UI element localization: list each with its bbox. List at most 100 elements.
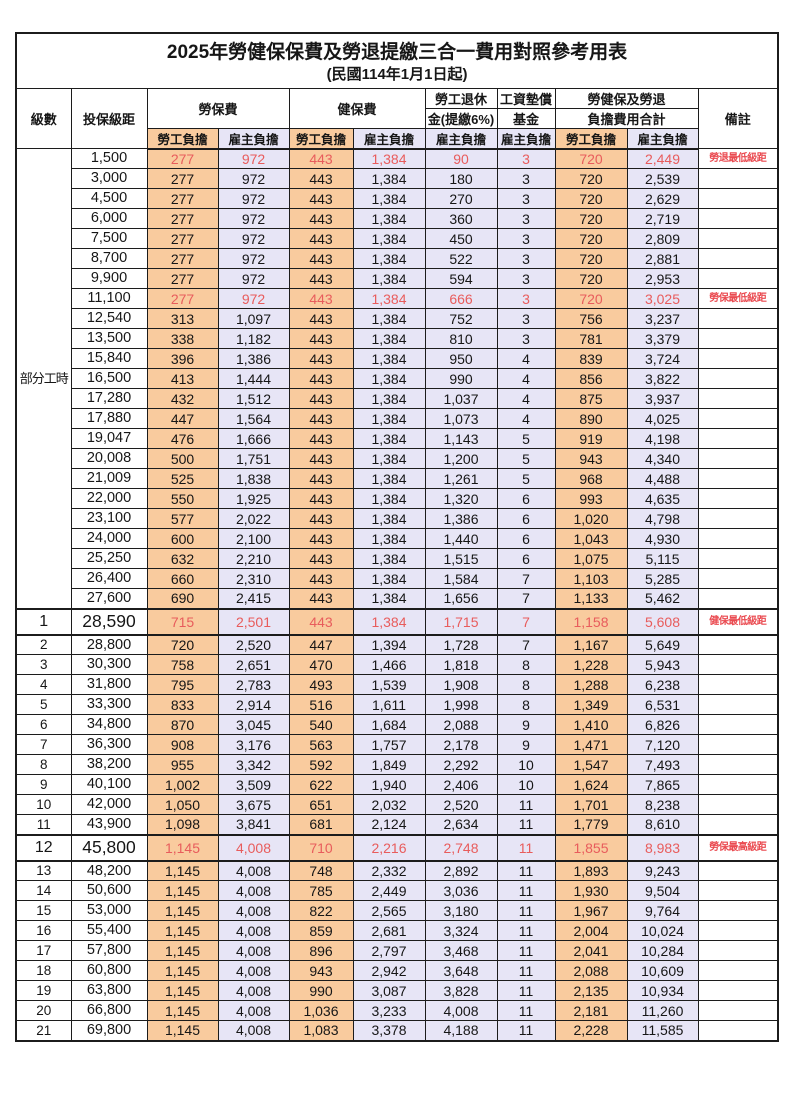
title-row: 2025年勞健保保費及勞退提繳三合一費用對照參考用表 (民國114年1月1日起) [15,32,779,89]
health-fee-employee-cell: 470 [288,654,354,675]
table-row: 21 69,800 1,145 4,008 1,083 3,378 4,188 … [15,1020,779,1041]
labor-fee-employee-cell: 277 [146,268,219,289]
remark-cell [697,328,779,349]
bracket-cell: 28,590 [70,607,148,636]
bracket-cell: 45,800 [70,833,148,862]
bracket-cell: 55,400 [70,920,148,941]
pension-employer-cell: 270 [424,188,498,209]
total-employee-cell: 720 [554,268,628,289]
health-fee-employee-cell: 943 [288,960,354,981]
health-fee-employer-cell: 3,233 [352,1000,426,1021]
labor-fee-employer-cell: 4,008 [217,920,290,941]
subheader-wage-fund-employer: 雇主負擔 [496,127,556,150]
labor-fee-employee-cell: 632 [146,548,219,569]
level-cell: 4 [15,674,72,695]
health-fee-employer-cell: 2,124 [352,814,426,835]
labor-fee-employer-cell: 972 [217,168,290,189]
labor-fee-employee-cell: 908 [146,734,219,755]
table-row: 17,280 432 1,512 443 1,384 1,037 4 875 3… [16,388,779,409]
table-row: 6 34,800 870 3,045 540 1,684 2,088 9 1,4… [15,714,779,735]
title-block: 2025年勞健保保費及勞退提繳三合一費用對照參考用表 (民國114年1月1日起) [15,32,779,89]
pension-employer-cell: 3,468 [424,940,498,961]
total-employee-cell: 1,158 [554,607,628,636]
wage-fund-employer-cell: 10 [496,774,556,795]
total-employer-cell: 6,531 [626,694,699,715]
remark-cell [697,448,779,469]
total-employee-cell: 720 [554,248,628,269]
total-employer-cell: 7,493 [626,754,699,775]
wage-fund-employer-cell: 6 [496,488,556,509]
labor-fee-employee-cell: 1,145 [146,860,219,881]
remark-cell [697,368,779,389]
pension-employer-cell: 180 [424,168,498,189]
labor-fee-employer-cell: 972 [217,208,290,229]
level-cell: 17 [15,940,72,961]
bracket-cell: 24,000 [70,528,148,549]
remark-cell [697,674,779,695]
remark-cell [697,694,779,715]
health-fee-employer-cell: 1,384 [352,468,426,489]
health-fee-employer-cell: 1,384 [352,488,426,509]
health-fee-employee-cell: 443 [288,388,354,409]
pension-employer-cell: 2,892 [424,860,498,881]
level-cell: 5 [15,694,72,715]
pension-employer-cell: 450 [424,228,498,249]
total-employee-cell: 1,471 [554,734,628,755]
col-header-total-line1: 勞健保及勞退 [554,87,699,109]
col-header-wage-fund-line1: 工資墊償 [496,87,556,109]
total-employee-cell: 1,043 [554,528,628,549]
health-fee-employer-cell: 1,384 [352,248,426,269]
part-time-label: 部分工時 [15,148,72,609]
remark-cell [697,880,779,901]
labor-fee-employer-cell: 3,176 [217,734,290,755]
table-row: 8 38,200 955 3,342 592 1,849 2,292 10 1,… [15,754,779,775]
total-employee-cell: 1,133 [554,588,628,609]
health-fee-employer-cell: 1,384 [352,188,426,209]
bracket-cell: 48,200 [70,860,148,881]
wage-fund-employer-cell: 11 [496,960,556,981]
labor-fee-employee-cell: 396 [146,348,219,369]
level-cell: 11 [15,814,72,835]
labor-fee-employee-cell: 758 [146,654,219,675]
col-header-health-insurance: 健保費 [288,87,426,129]
health-fee-employee-cell: 443 [288,168,354,189]
health-fee-employee-cell: 443 [288,248,354,269]
total-employee-cell: 1,228 [554,654,628,675]
health-fee-employer-cell: 1,384 [352,568,426,589]
labor-fee-employer-cell: 972 [217,268,290,289]
wage-fund-employer-cell: 3 [496,268,556,289]
table-row: 14 50,600 1,145 4,008 785 2,449 3,036 11… [15,880,779,901]
labor-fee-employer-cell: 972 [217,148,290,169]
labor-fee-employer-cell: 972 [217,188,290,209]
remark-cell [697,548,779,569]
table-row: 13,500 338 1,182 443 1,384 810 3 781 3,3… [16,328,779,349]
remark-cell [697,774,779,795]
labor-fee-employee-cell: 1,050 [146,794,219,815]
health-fee-employee-cell: 493 [288,674,354,695]
labor-fee-employer-cell: 1,838 [217,468,290,489]
bracket-cell: 66,800 [70,1000,148,1021]
health-fee-employer-cell: 2,942 [352,960,426,981]
pension-employer-cell: 1,261 [424,468,498,489]
remark-cell [697,348,779,369]
remark-cell [697,940,779,961]
labor-fee-employee-cell: 1,002 [146,774,219,795]
total-employee-cell: 781 [554,328,628,349]
remark-cell [697,248,779,269]
health-fee-employee-cell: 443 [288,368,354,389]
wage-fund-employer-cell: 7 [496,607,556,636]
health-fee-employee-cell: 681 [288,814,354,835]
remark-cell [697,268,779,289]
bracket-cell: 15,840 [70,348,148,369]
bracket-cell: 7,500 [70,228,148,249]
total-employee-cell: 890 [554,408,628,429]
total-employer-cell: 8,610 [626,814,699,835]
total-employee-cell: 1,103 [554,568,628,589]
pension-employer-cell: 2,748 [424,833,498,862]
health-fee-employee-cell: 443 [288,188,354,209]
wage-fund-employer-cell: 3 [496,248,556,269]
pension-employer-cell: 1,320 [424,488,498,509]
bracket-cell: 43,900 [70,814,148,835]
table-row: 25,250 632 2,210 443 1,384 1,515 6 1,075… [16,548,779,569]
bracket-cell: 1,500 [70,148,148,169]
